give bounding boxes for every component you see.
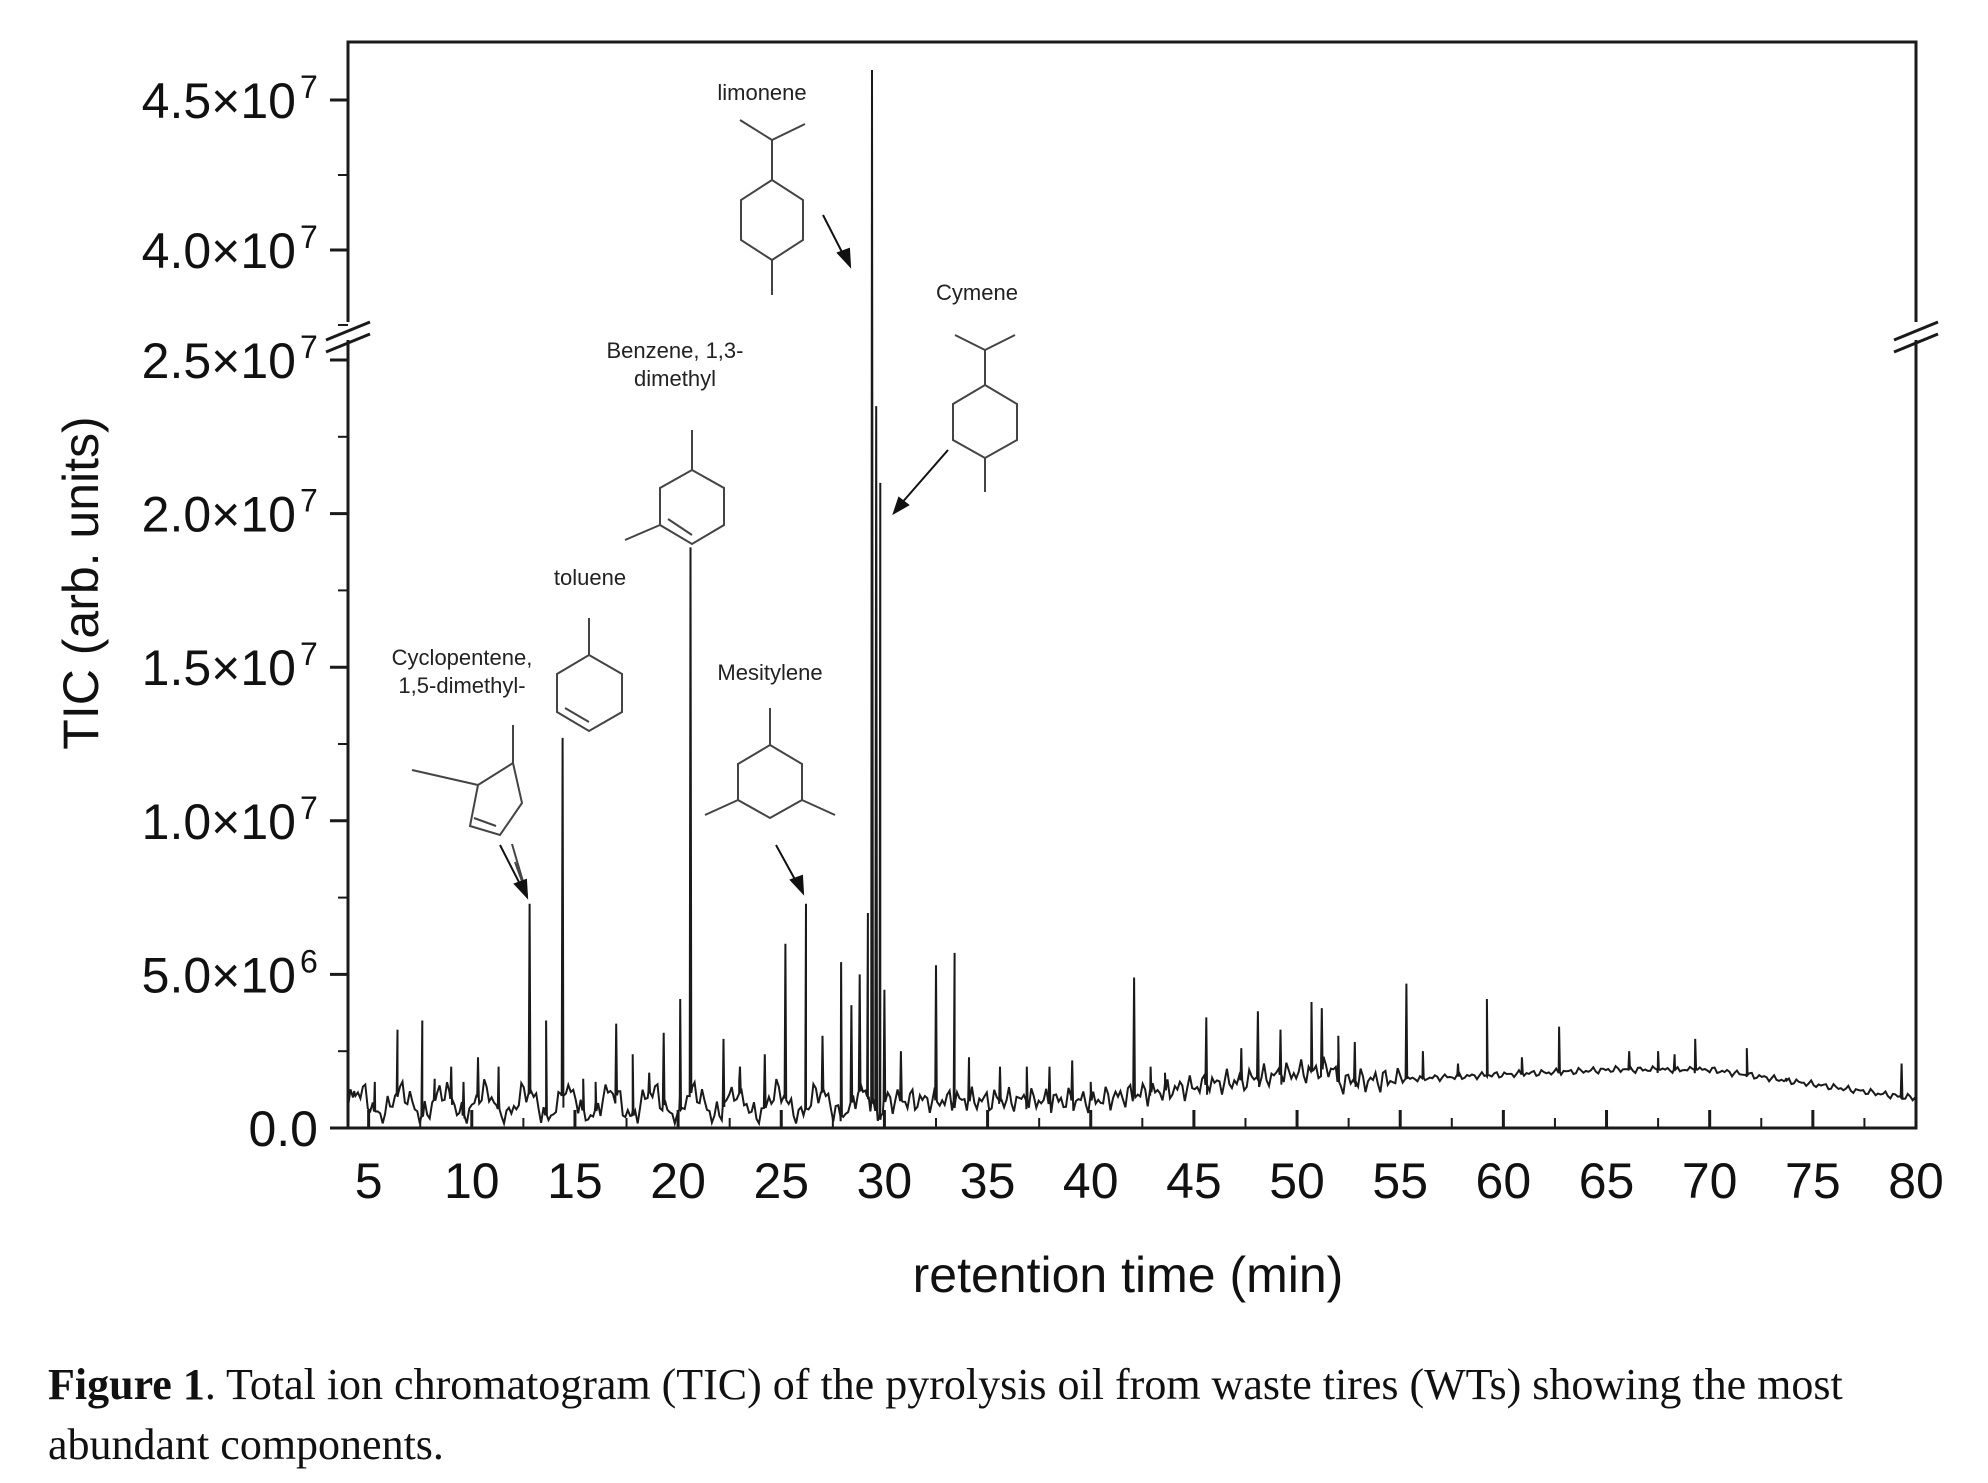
break-slash (1893, 320, 1939, 342)
x-tick-label: 45 (1166, 1153, 1222, 1209)
peak-label: Cyclopentene, (392, 645, 533, 670)
x-tick-label: 20 (650, 1153, 706, 1209)
x-tick-label: 70 (1682, 1153, 1738, 1209)
peak-label: Mesitylene (717, 660, 822, 685)
cymene-structure (952, 334, 1018, 492)
x-tick-label: 5 (355, 1153, 383, 1209)
break-slash (1893, 332, 1939, 354)
limonene-structure (739, 119, 806, 295)
y-tick-label: 1.5×10 (142, 640, 296, 696)
y-axis-ticks: 0.05.0×10 61.0×10 71.5×10 72.0×10 72.5×10 74.… (142, 69, 348, 1157)
x-tick-label: 30 (857, 1153, 913, 1209)
y-axis-title: TIC (arb. units) (53, 416, 109, 749)
caption-text: . Total ion chromatogram (TIC) of the py… (48, 1360, 1843, 1469)
y-tick-label: 0.0 (248, 1101, 318, 1157)
y-tick-label: 5.0×10 (142, 947, 296, 1003)
x-tick-label: 65 (1579, 1153, 1635, 1209)
figure-caption: Figure 1. Total ion chromatogram (TIC) o… (48, 1355, 1938, 1475)
y-tick-label: 4.5×10 (142, 73, 296, 129)
y-tick-label: 2.0×10 (142, 487, 296, 543)
tic-trace (347, 69, 1916, 1128)
y-tick-label: 1.0×10 (142, 794, 296, 850)
break-slash (325, 320, 371, 342)
caption-label: Figure 1 (48, 1360, 205, 1409)
y-tick-exponent: 6 (300, 943, 318, 979)
x-tick-label: 60 (1476, 1153, 1532, 1209)
peak-label-line2: 1,5-dimethyl- (398, 673, 525, 698)
x-tick-label: 15 (547, 1153, 603, 1209)
toluene-structure (556, 618, 623, 733)
plot-frame (346, 40, 1918, 1130)
x-tick-label: 75 (1785, 1153, 1841, 1209)
x-tick-label: 25 (753, 1153, 809, 1209)
y-tick-exponent: 7 (300, 483, 318, 519)
y-tick-label: 2.5×10 (142, 333, 296, 389)
mesitylene-structure (704, 708, 836, 820)
axis-break-marks (325, 258, 1939, 354)
cyclopentene-structure (411, 725, 528, 896)
peak-label: Cymene (936, 280, 1018, 305)
y-tick-exponent: 7 (300, 329, 318, 365)
peak-label: limonene (717, 80, 806, 105)
x-tick-label: 50 (1269, 1153, 1325, 1209)
annotation-arrows (499, 214, 949, 900)
peak-label: toluene (554, 565, 626, 590)
x-tick-label: 10 (444, 1153, 500, 1209)
peak-label: Benzene, 1,3- (607, 338, 744, 363)
y-tick-exponent: 7 (300, 636, 318, 672)
x-axis-title: retention time (min) (913, 1247, 1344, 1303)
y-tick-exponent: 7 (300, 790, 318, 826)
x-tick-label: 35 (960, 1153, 1016, 1209)
break-slash (325, 332, 371, 354)
x-tick-label: 55 (1372, 1153, 1428, 1209)
peak-annotations: Cyclopentene, 1,5-dimethyl-toluene Benzene… (392, 80, 1018, 698)
peak-label-line2: dimethyl (634, 366, 716, 391)
chromatogram-chart: 0.05.0×10 61.0×10 71.5×10 72.0×10 72.5×10 74.… (53, 40, 1944, 1303)
xylene-structure (624, 430, 725, 546)
y-tick-label: 4.0×10 (142, 223, 296, 279)
x-tick-label: 40 (1063, 1153, 1119, 1209)
x-axis-ticks: 5 10 15 20 25 30 35 40 45 50 55 60 65 70 75 80 (355, 1110, 1944, 1209)
y-tick-exponent: 7 (300, 219, 318, 255)
y-tick-exponent: 7 (300, 69, 318, 105)
x-tick-label: 80 (1888, 1153, 1944, 1209)
